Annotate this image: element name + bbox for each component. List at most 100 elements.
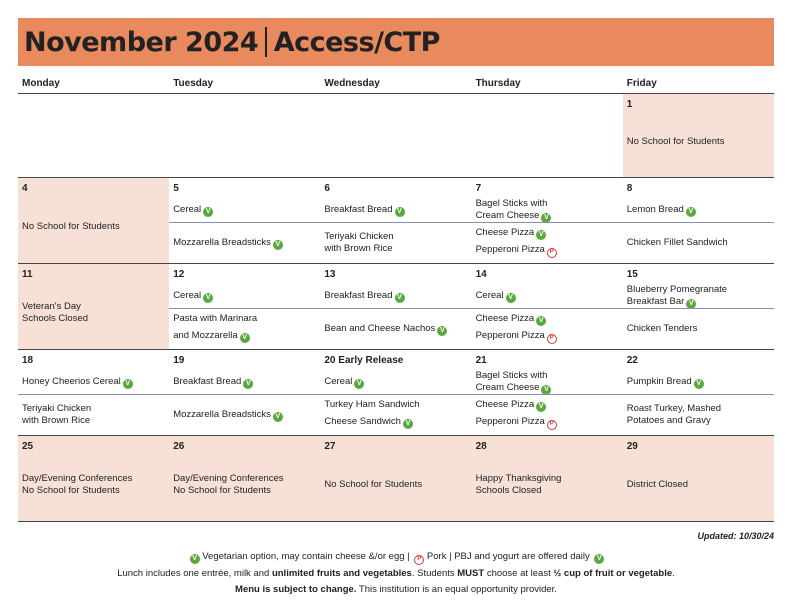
lunch-item: Mozzarella Breadsticks V [173,409,318,422]
menu-item: Pepperoni Pizza P [476,413,621,430]
legend-line: V Vegetarian option, may contain cheese … [0,551,792,565]
meal-divider [622,222,774,223]
menu-item: Bagel Sticks with [476,198,621,210]
day-note: Day/Evening Conferences No School for Stu… [22,473,167,497]
day-cell: 19 Breakfast Bread V Mozzarella Breadsticks… [169,350,321,435]
lunch-item: Turkey Ham Sandwich Cheese Sandwich V [324,396,469,430]
vegetarian-icon: V [394,207,405,217]
lunch-item: Cheese Pizza V Pepperoni Pizza P [476,224,621,258]
lunch-item: Chicken Fillet Sandwich [627,237,772,249]
menu-item: Bagel Sticks with [476,370,621,382]
menu-item-text: No School for Students [22,485,120,496]
menu-item: No School for Students [22,221,167,233]
breakfast-item: Cereal V [173,204,318,217]
program-title: Access/CTP [273,26,441,58]
vegetarian-icon: V [541,213,552,223]
day-note: No School for Students [627,136,772,148]
menu-item: Turkey Ham Sandwich [324,396,469,413]
vegetarian-icon: V [536,402,547,412]
title-divider [265,27,267,57]
menu-item: Blueberry Pomegranate [627,284,772,296]
vegetarian-icon: V [272,412,283,422]
vegetarian-icon: V [189,554,200,564]
day-cell: 11 Veteran's Day Schools Closed [18,264,170,349]
vegetarian-icon: V [693,379,704,389]
legend-divider: | [449,551,455,562]
meal-divider [471,308,623,309]
menu-item-text: Pepperoni Pizza [475,416,545,427]
menu-item: No School for Students [324,479,469,491]
calendar-header: November 2024 Access/CTP [18,18,774,66]
lunch-item: Teriyaki Chicken with Brown Rice [22,403,167,427]
day-number: 27 [324,441,336,452]
menu-item: No School for Students [173,485,318,497]
calendar-week: 1 No School for Students [18,94,774,178]
menu-item-text: Turkey Ham Sandwich [324,399,420,410]
meal-divider [320,394,472,395]
menu-item: Cereal V [173,290,318,303]
day-number: 14 [475,269,487,280]
breakfast-item: Pumpkin Bread V [627,376,772,389]
day-cell: 8 Lemon Bread V Chicken Fillet Sandwich [622,178,774,263]
meal-divider [471,394,623,395]
menu-item-text: District Closed [626,479,688,490]
menu-item-text: Cereal [475,290,504,301]
meal-divider [169,308,321,309]
day-cell: 4 No School for Students [18,178,170,263]
menu-item-text: Potatoes and Gravy [626,415,711,426]
day-number: 19 [173,355,185,366]
breakfast-item: Breakfast Bread V [173,376,318,389]
menu-item: No School for Students [627,136,772,148]
lunch-policy-line: Lunch includes one entrée, milk and unli… [0,568,792,579]
breakfast-item: Bagel Sticks with Cream Cheese V [476,370,621,395]
menu-item-text: No School for Students [173,485,271,496]
vegetarian-icon: V [402,419,413,429]
menu-item: Mozzarella Breadsticks V [173,237,318,250]
menu-item: Breakfast Bread V [173,376,318,389]
menu-item-text: Chicken Fillet Sandwich [626,237,728,248]
day-cell: 1 No School for Students [622,94,774,177]
day-number: 28 [475,441,487,452]
legend-pbj: PBJ and yogurt are offered daily [454,551,590,562]
menu-item: No School for Students [22,485,167,497]
policy-emphasis: ½ cup of fruit or vegetable [553,568,673,579]
menu-item-text: with Brown Rice [22,415,91,426]
vegetarian-icon: V [272,240,283,250]
menu-item-text: Pepperoni Pizza [475,244,545,255]
day-cell: 5 Cereal V Mozzarella Breadsticks V [169,178,321,263]
menu-item-text: No School for Students [324,479,423,490]
menu-item: Cheese Pizza V [476,396,621,413]
vegetarian-icon: V [536,316,547,326]
menu-item: and Mozzarella V [173,327,318,344]
menu-item-text: Cereal [324,376,353,387]
menu-item: Pumpkin Bread V [627,376,772,389]
lunch-item: Mozzarella Breadsticks V [173,237,318,250]
day-number: 22 [626,355,638,366]
day-number: 21 [475,355,487,366]
menu-item: District Closed [627,479,772,491]
menu-item: Mozzarella Breadsticks V [173,409,318,422]
menu-item-text: Pumpkin Bread [626,376,692,387]
menu-item-text: Cream Cheese [475,210,540,221]
menu-item-text: Bean and Cheese Nachos [324,323,436,334]
menu-item: Day/Evening Conferences [173,473,318,485]
lunch-item: Cheese Pizza V Pepperoni Pizza P [476,396,621,430]
menu-item: Schools Closed [22,313,167,325]
day-number: 8 [626,183,633,194]
meal-divider [18,394,170,395]
meal-divider [622,308,774,309]
day-cell: 15 Blueberry Pomegranate Breakfast Bar V Chi… [622,264,774,349]
breakfast-item: Cereal V [173,290,318,303]
policy-emphasis: MUST [457,568,485,579]
menu-item: Cream Cheese V [476,382,621,395]
menu-item: Pepperoni Pizza P [476,327,621,344]
lunch-item: Cheese Pizza V Pepperoni Pizza P [476,310,621,344]
menu-item: Chicken Tenders [627,323,772,335]
menu-item: Teriyaki Chicken [22,403,167,415]
day-cell: 21 Bagel Sticks with Cream Cheese V Cheese P… [471,350,623,435]
menu-item-text: Bagel Sticks with [475,370,548,381]
menu-item: Bean and Cheese Nachos V [324,323,469,336]
menu-item: Veteran's Day [22,301,167,313]
menu-item: Roast Turkey, Mashed [627,403,772,415]
day-number: 15 [626,269,638,280]
